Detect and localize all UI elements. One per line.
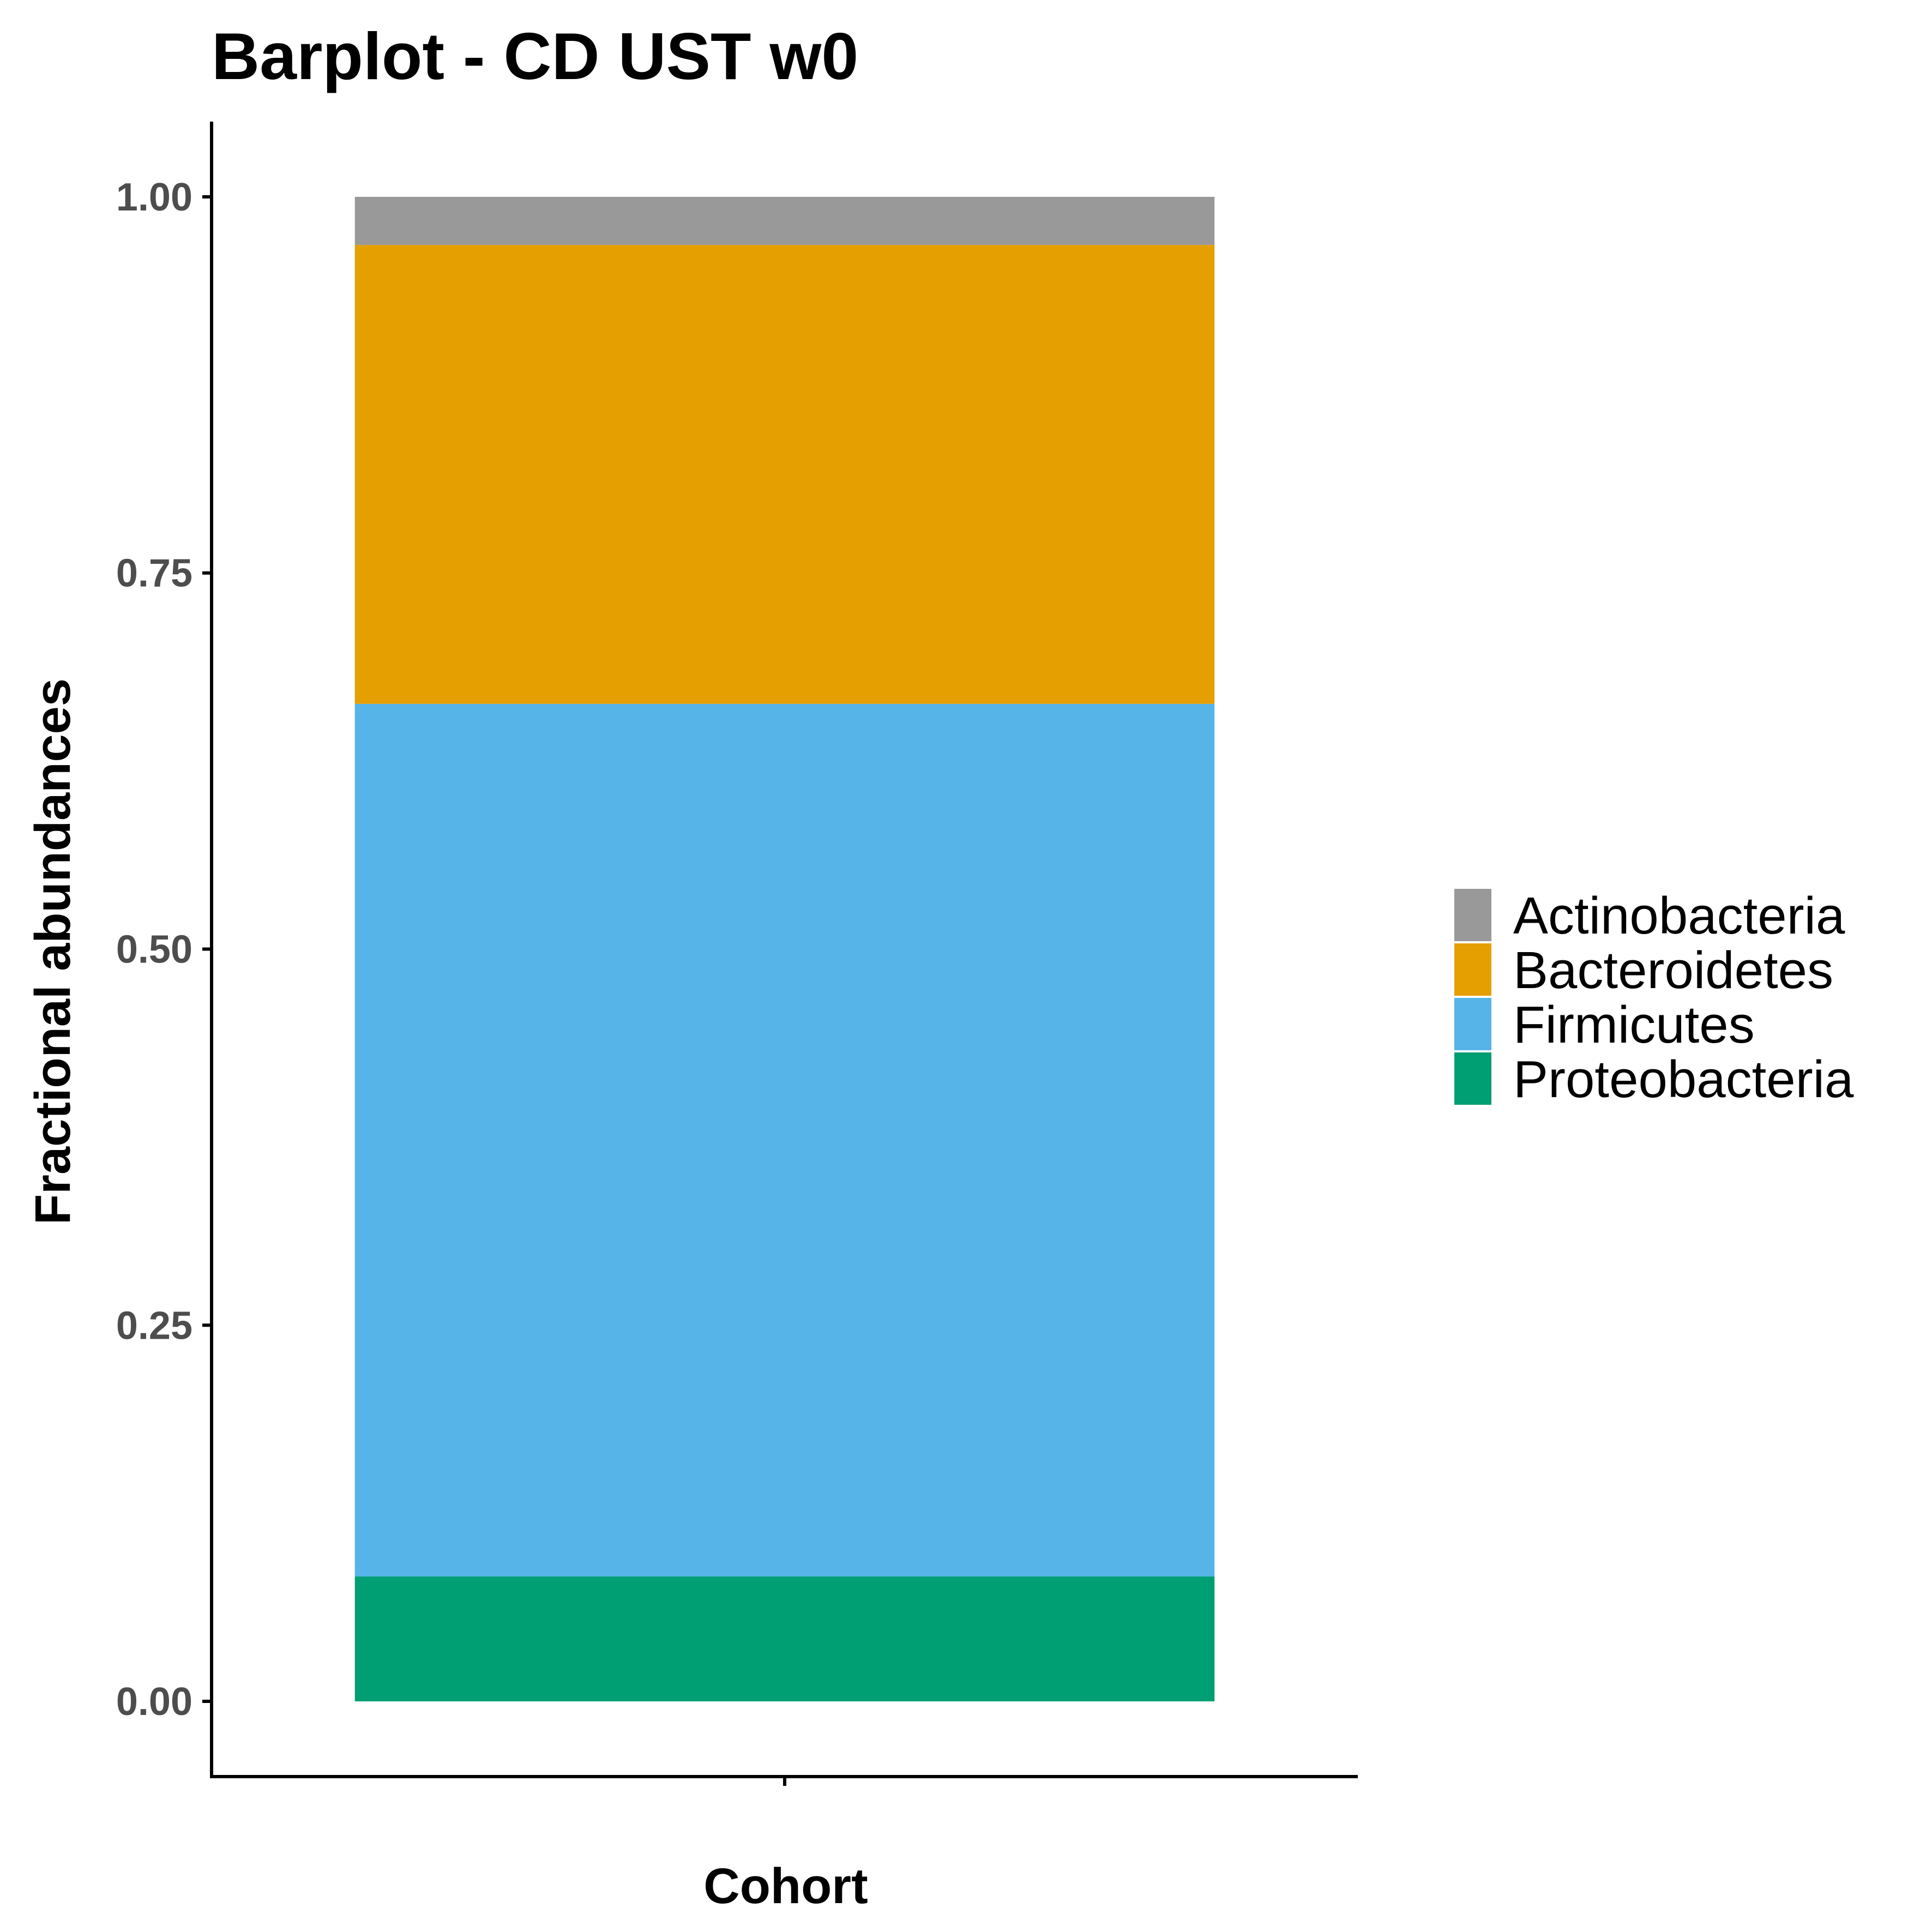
bar-segment-actinobacteria [354, 196, 1215, 245]
chart-title: Barplot - CD UST w0 [212, 19, 858, 93]
bar-segment-bacteroidetes [354, 245, 1215, 704]
legend-key-proteobacteria [1454, 1052, 1491, 1105]
legend-key-bacteroidetes [1454, 943, 1491, 996]
plot-area: 0.00 0.25 0.50 0.75 1.00 [116, 122, 1358, 1786]
bar-segment-firmicutes [354, 703, 1215, 1577]
legend-label-bacteroidetes: Bacteroidetes [1513, 941, 1833, 1000]
y-axis-title: Fractional abundances [25, 678, 81, 1225]
y-tick-label: 0.00 [116, 1680, 192, 1724]
bar-segments [354, 196, 1215, 1702]
y-tick-label: 0.25 [116, 1304, 192, 1347]
legend-label-proteobacteria: Proteobacteria [1513, 1050, 1854, 1109]
legend-key-firmicutes [1454, 998, 1491, 1050]
bar-segment-proteobacteria [354, 1576, 1215, 1702]
legend-label-firmicutes: Firmicutes [1513, 996, 1755, 1054]
y-tick-label: 0.50 [116, 928, 192, 972]
y-tick-label: 0.75 [116, 552, 192, 595]
legend: ActinobacteriaBacteroidetesFirmicutesPro… [1454, 887, 1854, 1109]
x-axis-title: Cohort [703, 1858, 868, 1914]
y-axis-ticks: 0.00 0.25 0.50 0.75 1.00 [116, 176, 212, 1724]
legend-key-actinobacteria [1454, 889, 1491, 941]
y-tick-label: 1.00 [116, 176, 192, 219]
legend-label-actinobacteria: Actinobacteria [1513, 887, 1845, 945]
